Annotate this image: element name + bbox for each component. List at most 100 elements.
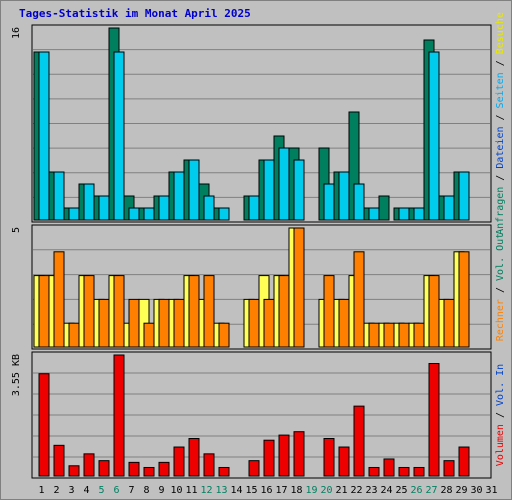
bar-rechner-day-20 <box>323 275 335 348</box>
bar-rechner-day-17 <box>278 275 290 348</box>
y-max-label: 5 <box>11 227 22 233</box>
bar-volumen-day-2 <box>53 444 65 477</box>
bar-volumen-day-9 <box>158 461 170 477</box>
bar-dateien-day-22 <box>353 183 365 221</box>
bar-volumen-day-28 <box>443 460 455 477</box>
x-tick-label: 5 <box>98 485 104 496</box>
bar-dateien-day-9 <box>158 195 170 221</box>
bar-rechner-day-9 <box>158 298 170 348</box>
bar-volumen-day-25 <box>398 466 410 477</box>
bar-volumen-day-6 <box>113 354 125 477</box>
bar-rechner-day-27 <box>428 275 440 348</box>
x-tick-label: 10 <box>170 485 182 496</box>
bar-volumen-day-1 <box>38 373 50 477</box>
bar-dateien-day-27 <box>428 51 440 221</box>
x-tick-label: 30 <box>470 485 482 496</box>
bar-dateien-day-1 <box>38 51 50 221</box>
x-tick-label: 25 <box>395 485 407 496</box>
x-tick-label: 15 <box>245 485 257 496</box>
x-tick-label: 27 <box>425 485 437 496</box>
x-tick-label: 18 <box>290 485 302 496</box>
bar-volumen-day-4 <box>83 453 95 477</box>
bar-rechner-day-23 <box>368 322 380 348</box>
x-tick-label: 16 <box>260 485 272 496</box>
bar-volumen-day-17 <box>278 434 290 477</box>
bar-volumen-day-15 <box>248 460 260 477</box>
bar-dateien-day-16 <box>263 159 275 221</box>
x-tick-label: 3 <box>68 485 74 496</box>
y-max-label: 3.55 KB <box>11 354 22 396</box>
bar-rechner-day-10 <box>173 298 185 348</box>
x-tick-label: 7 <box>128 485 134 496</box>
x-tick-label: 9 <box>158 485 164 496</box>
bar-dateien-day-18 <box>293 159 305 221</box>
bar-volumen-day-27 <box>428 363 440 477</box>
bar-rechner-day-13 <box>218 322 230 348</box>
bar-volumen-day-11 <box>188 438 200 477</box>
bar-volumen-day-5 <box>98 460 110 477</box>
bar-rechner-day-5 <box>98 298 110 348</box>
side-legend-top: Anfragen / Dateien / Seiten / Besuche <box>495 12 506 235</box>
bar-anfragen-day-24 <box>378 195 390 221</box>
x-tick-label: 17 <box>275 485 287 496</box>
bar-rechner-day-2 <box>53 251 65 348</box>
bar-volumen-day-12 <box>203 453 215 477</box>
bar-rechner-day-7 <box>128 298 140 348</box>
bar-rechner-day-24 <box>383 322 395 348</box>
chart-title: Tages-Statistik im Monat April 2025 <box>19 7 251 20</box>
bar-dateien-day-6 <box>113 51 125 221</box>
y-max-label: 16 <box>11 27 22 39</box>
bar-volumen-day-29 <box>458 446 470 477</box>
bar-rechner-day-28 <box>443 298 455 348</box>
bar-volumen-day-7 <box>128 461 140 477</box>
bar-rechner-day-4 <box>83 275 95 348</box>
bar-rechner-day-22 <box>353 251 365 348</box>
x-tick-label: 6 <box>113 485 119 496</box>
bar-volumen-day-26 <box>413 466 425 477</box>
bar-rechner-day-15 <box>248 298 260 348</box>
bar-volumen-day-10 <box>173 446 185 477</box>
bar-dateien-day-10 <box>173 171 185 221</box>
bar-volumen-day-20 <box>323 438 335 477</box>
x-tick-label: 24 <box>380 485 392 496</box>
bar-volumen-day-21 <box>338 446 350 477</box>
x-tick-label: 8 <box>143 485 149 496</box>
bar-dateien-day-11 <box>188 159 200 221</box>
bar-dateien-day-5 <box>98 195 110 221</box>
bar-rechner-day-18 <box>293 227 305 348</box>
bar-rechner-day-26 <box>413 322 425 348</box>
x-tick-label: 19 <box>305 485 317 496</box>
bar-volumen-day-3 <box>68 465 80 477</box>
bar-dateien-day-8 <box>143 207 155 221</box>
side-legend-bottom: Volumen / Vol. In <box>495 364 506 466</box>
x-tick-label: 13 <box>215 485 227 496</box>
bar-dateien-day-29 <box>458 171 470 221</box>
x-tick-label: 20 <box>320 485 332 496</box>
bar-rechner-day-6 <box>113 275 125 348</box>
x-tick-label: 26 <box>410 485 422 496</box>
bar-dateien-day-3 <box>68 207 80 221</box>
bar-dateien-day-21 <box>338 171 350 221</box>
bar-dateien-day-25 <box>398 207 410 221</box>
bar-volumen-day-23 <box>368 466 380 477</box>
x-tick-label: 1 <box>38 485 44 496</box>
x-tick-label: 11 <box>185 485 197 496</box>
bar-dateien-day-28 <box>443 195 455 221</box>
bar-dateien-day-4 <box>83 183 95 221</box>
bar-volumen-day-8 <box>143 466 155 477</box>
bar-dateien-day-26 <box>413 207 425 221</box>
bar-rechner-day-12 <box>203 275 215 348</box>
x-tick-label: 23 <box>365 485 377 496</box>
bar-rechner-day-25 <box>398 322 410 348</box>
bar-dateien-day-2 <box>53 171 65 221</box>
x-tick-label: 31 <box>485 485 497 496</box>
bar-dateien-day-13 <box>218 207 230 221</box>
x-tick-label: 22 <box>350 485 362 496</box>
bar-rechner-day-1 <box>38 275 50 348</box>
bar-volumen-day-24 <box>383 458 395 477</box>
bar-rechner-day-3 <box>68 322 80 348</box>
x-tick-label: 4 <box>83 485 89 496</box>
bar-rechner-day-8 <box>143 322 155 348</box>
